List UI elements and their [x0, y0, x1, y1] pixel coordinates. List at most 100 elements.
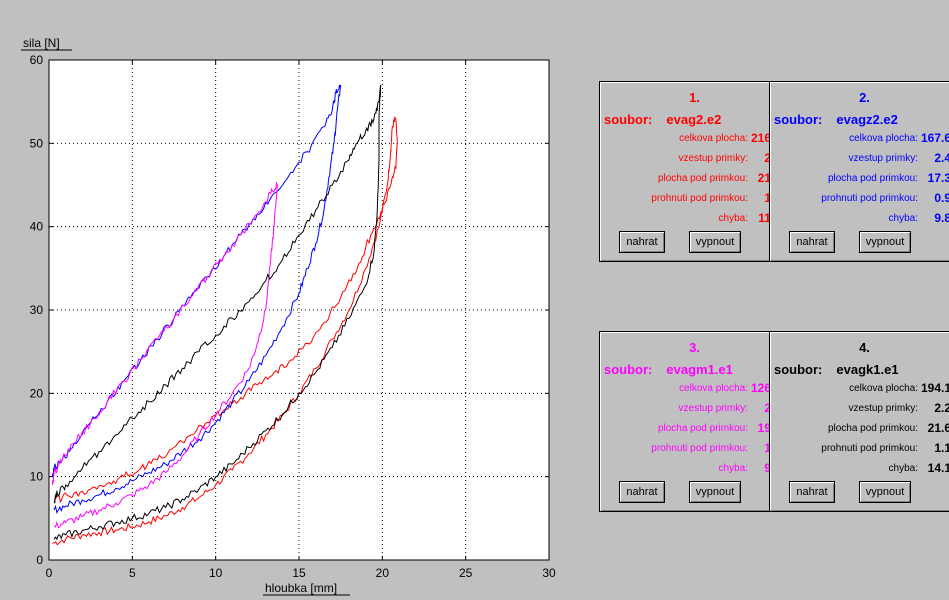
stat-value: 14.1: [927, 461, 949, 475]
stat-label: vzestup primky:: [678, 153, 748, 164]
series-2-loading-line: [53, 84, 342, 514]
file-label: soubor:: [604, 112, 653, 127]
result-panel-4: 4. soubor: evagk1.e1 celkova plocha: 194.1 vz…: [769, 331, 949, 512]
stat-row: plocha pod primkou:19.0: [600, 421, 789, 437]
stat-label: chyba:: [888, 463, 918, 474]
load-button[interactable]: nahrat: [619, 231, 665, 253]
panel-number: 3.: [689, 340, 700, 355]
file-name: evagz2.e2: [836, 112, 898, 127]
stat-row: prohnuti pod primkou: 0.9: [770, 191, 949, 207]
y-tick-label: 30: [30, 303, 44, 317]
stat-label: plocha pod primkou:: [827, 423, 918, 434]
series-2-unloading-line: [51, 84, 342, 477]
grid: [49, 60, 549, 560]
x-tick-label: 30: [542, 566, 556, 580]
stat-label: celkova plocha:: [679, 133, 748, 144]
stat-label: plocha pod primkou:: [657, 173, 748, 184]
y-tick-label: 0: [36, 553, 43, 567]
x-tick-label: 10: [209, 566, 223, 580]
stat-row: chyba: 14.1: [770, 461, 949, 477]
file-label: soubor:: [774, 112, 823, 127]
turn-off-button[interactable]: vypnout: [859, 481, 911, 503]
stat-value: 1.1: [934, 441, 949, 455]
result-panel-1: 1. soubor: evag2.e2 celkova plocha: 216.0 vze…: [599, 81, 790, 262]
series-4-loading-line: [53, 84, 382, 541]
stat-value: 17.3: [927, 171, 949, 185]
stat-row: chyba:9.8: [600, 461, 789, 477]
stat-value: 21.6: [927, 421, 949, 435]
stat-row: vzestup primky: 2.2: [770, 401, 949, 417]
file-name: evagk1.e1: [836, 362, 899, 377]
y-tick-label: 60: [30, 53, 44, 67]
y-tick-label: 50: [30, 136, 44, 150]
stat-value: 0.9: [934, 191, 949, 205]
panel-number: 1.: [689, 90, 700, 105]
stat-row: celkova plocha: 126.4: [600, 381, 789, 397]
stat-label: prohnuti pod primkou:: [651, 443, 748, 454]
stat-value: 9.8: [934, 211, 949, 225]
stat-row: chyba: 9.8: [770, 211, 949, 227]
stat-value: 2.2: [934, 401, 949, 415]
stat-row: vzestup primky: 2.4: [770, 151, 949, 167]
stat-row: celkova plocha: 167.6: [770, 131, 949, 147]
y-tick-label: 10: [30, 470, 44, 484]
y-tick-label: 20: [30, 386, 44, 400]
load-button[interactable]: nahrat: [789, 481, 835, 503]
x-tick-label: 0: [46, 566, 53, 580]
stat-row: celkova plocha: 194.1: [770, 381, 949, 397]
turn-off-button[interactable]: vypnout: [859, 231, 911, 253]
y-tick-label: 40: [30, 220, 44, 234]
ticks: 0 5 10 15 20 25 30 0 10 20 30 40 50 60: [30, 53, 556, 580]
panel-number: 2.: [859, 90, 870, 105]
result-panel-3: 3. soubor: evagm1.e1 celkova plocha: 126.4 vz…: [599, 331, 790, 512]
stat-row: plocha pod primkou:21.1: [600, 171, 789, 187]
stat-label: prohnuti pod primkou:: [821, 443, 918, 454]
stat-label: chyba:: [718, 213, 748, 224]
x-tick-label: 25: [459, 566, 473, 580]
turn-off-button[interactable]: vypnout: [689, 231, 741, 253]
stat-value: 2.4: [934, 151, 949, 165]
file-row: soubor: evag2.e2: [604, 112, 785, 127]
x-axis-label: hloubka [mm]: [265, 581, 337, 595]
stat-row: prohnuti pod primkou:1.1: [600, 191, 789, 207]
load-button[interactable]: nahrat: [619, 481, 665, 503]
file-row: soubor: evagk1.e1: [774, 362, 949, 377]
series-group: [51, 84, 398, 546]
stat-row: prohnuti pod primkou: 1.1: [770, 441, 949, 457]
stat-label: plocha pod primkou:: [657, 423, 748, 434]
file-label: soubor:: [774, 362, 823, 377]
stat-label: vzestup primky:: [848, 403, 918, 414]
file-name: evagm1.e1: [666, 362, 733, 377]
y-axis-label: sila [N]: [23, 36, 60, 50]
stat-label: celkova plocha:: [849, 133, 918, 144]
stat-label: celkova plocha:: [679, 383, 748, 394]
x-tick-label: 5: [129, 566, 136, 580]
series-3-loading-line: [54, 184, 278, 529]
series-1-unloading-line: [53, 118, 398, 504]
series-4-unloading-line: [53, 84, 382, 504]
file-row: soubor: evagm1.e1: [604, 362, 785, 377]
panel-number: 4.: [859, 340, 870, 355]
file-row: soubor: evagz2.e2: [774, 112, 949, 127]
stat-row: prohnuti pod primkou:1.0: [600, 441, 789, 457]
stat-label: plocha pod primkou:: [827, 173, 918, 184]
file-name: evag2.e2: [666, 112, 722, 127]
stat-label: chyba:: [718, 463, 748, 474]
stat-row: plocha pod primkou: 21.6: [770, 421, 949, 437]
stat-row: vzestup primky:2.5: [600, 401, 789, 417]
x-tick-label: 20: [376, 566, 390, 580]
load-button[interactable]: nahrat: [789, 231, 835, 253]
stat-row: celkova plocha: 216.0: [600, 131, 789, 147]
stat-label: chyba:: [888, 213, 918, 224]
series-1-loading-line: [52, 116, 396, 546]
stat-value: 194.1: [920, 381, 949, 395]
file-label: soubor:: [604, 362, 653, 377]
turn-off-button[interactable]: vypnout: [689, 481, 741, 503]
stat-row: chyba:11.1: [600, 211, 789, 227]
stat-row: vzestup primky:2.2: [600, 151, 789, 167]
stat-label: vzestup primky:: [848, 153, 918, 164]
stat-row: plocha pod primkou: 17.3: [770, 171, 949, 187]
stat-value: 167.6: [920, 131, 949, 145]
series-3-unloading-line: [51, 181, 278, 486]
